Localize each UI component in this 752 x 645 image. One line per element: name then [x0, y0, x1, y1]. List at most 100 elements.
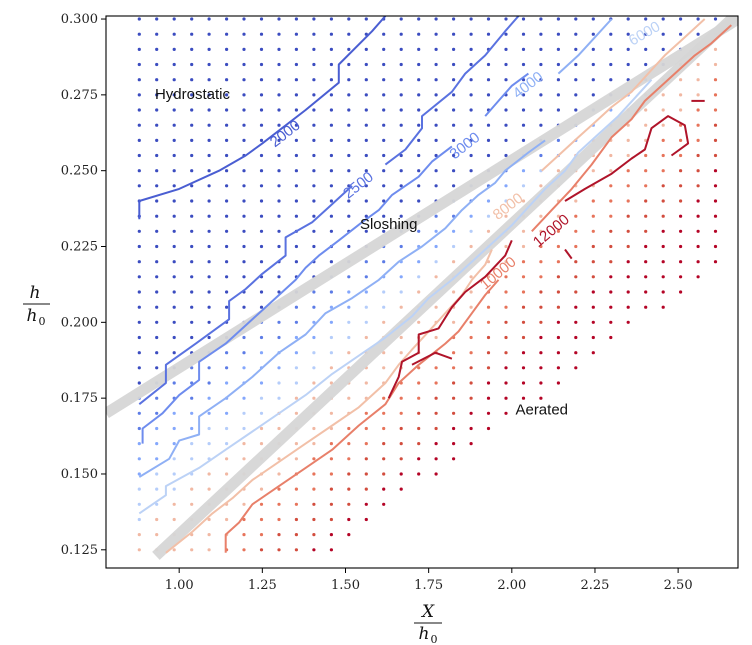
- sample-dot: [452, 62, 456, 67]
- sample-dot: [679, 153, 683, 158]
- sample-dot: [399, 47, 403, 52]
- sample-dot: [574, 47, 578, 52]
- sample-dot: [259, 487, 264, 491]
- sample-dot: [155, 93, 159, 97]
- sample-dot: [207, 335, 211, 340]
- sample-dot: [242, 275, 246, 279]
- sample-dot: [591, 47, 595, 52]
- sample-dot: [190, 335, 194, 340]
- sample-dot: [486, 199, 491, 203]
- sample-dot: [452, 169, 456, 173]
- sample-dot: [486, 123, 491, 127]
- sample-dot: [137, 153, 141, 158]
- sample-dot: [172, 457, 176, 461]
- sample-dot: [504, 244, 508, 249]
- sample-dot: [190, 396, 194, 400]
- sample-dot: [137, 320, 141, 324]
- sample-dot: [434, 108, 438, 112]
- sample-dot: [155, 426, 159, 431]
- sample-dot: [242, 260, 246, 264]
- sample-dot: [521, 32, 526, 36]
- sample-dot: [399, 305, 403, 309]
- sample-dot: [434, 275, 438, 279]
- sample-dot: [417, 108, 421, 112]
- sample-dot: [277, 320, 281, 324]
- x-axis-ticks: 1.00 1.25 1.50 1.75 2.00 2.25 2.50: [165, 568, 693, 593]
- sample-dot: [312, 123, 316, 127]
- sample-dot: [469, 153, 473, 158]
- sample-dot: [242, 244, 246, 249]
- sample-dot: [190, 138, 194, 142]
- sample-dot: [696, 62, 700, 67]
- sample-dot: [539, 47, 543, 52]
- sample-dot: [452, 184, 456, 188]
- sample-dot: [696, 78, 700, 82]
- sample-dot: [644, 47, 648, 52]
- sample-dot: [329, 335, 333, 340]
- sample-dot: [190, 62, 194, 67]
- sample-dot: [294, 260, 298, 264]
- sample-dot: [155, 229, 159, 233]
- sample-dot: [347, 78, 351, 82]
- sample-dot: [364, 62, 368, 67]
- sample-dot: [521, 320, 526, 324]
- sample-dot: [504, 184, 508, 188]
- sample-dot: [155, 533, 159, 537]
- sample-dot: [469, 17, 473, 21]
- sample-dot: [312, 32, 316, 36]
- contour-4000: [557, 18, 613, 75]
- sample-dot: [661, 199, 665, 203]
- x-tick-label: 1.25: [248, 578, 277, 593]
- sample-dot: [417, 93, 421, 97]
- sample-dot: [696, 229, 700, 233]
- sample-dot: [312, 153, 316, 158]
- sample-dot: [661, 305, 665, 309]
- sample-dot: [329, 442, 333, 446]
- sample-dot: [225, 229, 229, 233]
- contour-label-2500: 2500: [340, 168, 377, 202]
- sample-dot: [347, 153, 351, 158]
- contour-3000: [141, 145, 453, 444]
- sample-dot: [155, 517, 159, 522]
- sample-dot: [225, 290, 229, 294]
- sample-dot: [294, 533, 298, 537]
- sample-dot: [225, 366, 229, 370]
- contour-label-6000: 6000: [626, 18, 663, 49]
- sample-dot: [155, 78, 159, 82]
- sample-dot: [259, 214, 264, 218]
- x-tick-label: 1.00: [165, 578, 194, 593]
- sample-dot: [521, 260, 526, 264]
- contour-label-3000: 3000: [447, 129, 484, 163]
- sample-dot: [259, 442, 264, 446]
- sample-dot: [679, 275, 683, 279]
- sample-dot: [417, 426, 421, 431]
- sample-dot: [277, 366, 281, 370]
- sample-dot: [137, 62, 141, 67]
- sample-dot: [626, 184, 630, 188]
- sample-dot: [155, 62, 159, 67]
- x-tick-label: 2.00: [497, 578, 526, 593]
- sample-dot: [399, 426, 403, 431]
- sample-dot: [364, 381, 368, 385]
- sample-dot: [259, 533, 264, 537]
- sample-dot: [207, 517, 211, 522]
- sample-dot: [539, 93, 543, 97]
- sample-dot: [190, 548, 194, 552]
- sample-dot: [713, 214, 718, 218]
- sample-dot: [626, 229, 630, 233]
- sample-dot: [469, 214, 473, 218]
- sample-dot: [486, 366, 491, 370]
- contour-12000: [564, 248, 573, 260]
- sample-dot: [329, 199, 333, 203]
- sample-dot: [190, 487, 194, 491]
- sample-dot: [574, 108, 578, 112]
- sample-dot: [172, 78, 176, 82]
- sample-dot: [417, 199, 421, 203]
- sample-dot: [486, 62, 491, 67]
- sample-dot: [347, 305, 351, 309]
- sample-dot: [574, 320, 578, 324]
- sample-dot: [190, 275, 194, 279]
- sample-dot: [504, 320, 508, 324]
- sample-dot: [137, 260, 141, 264]
- sample-dot: [661, 93, 665, 97]
